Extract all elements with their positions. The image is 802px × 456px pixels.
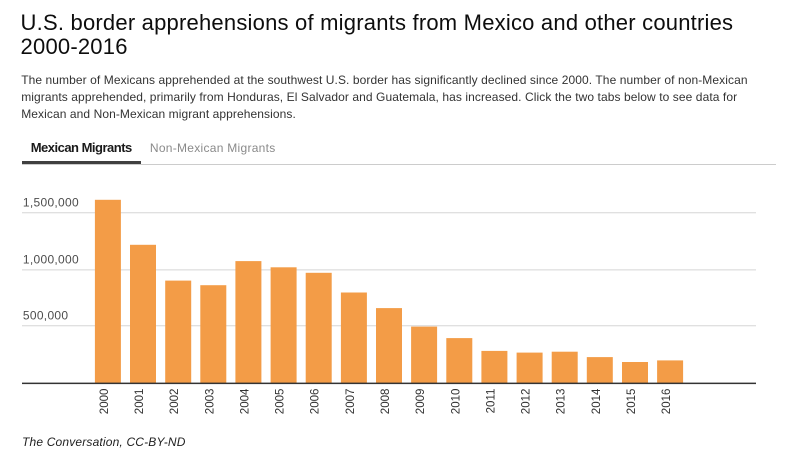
- svg-text:2008: 2008: [380, 389, 392, 415]
- svg-text:2016: 2016: [661, 389, 673, 415]
- svg-text:2002: 2002: [169, 389, 181, 415]
- svg-text:2014: 2014: [591, 388, 603, 414]
- svg-text:2005: 2005: [275, 389, 287, 415]
- svg-text:2012: 2012: [521, 389, 533, 415]
- svg-text:2001: 2001: [134, 389, 146, 415]
- svg-text:1,000,000: 1,000,000: [23, 253, 79, 267]
- svg-text:2011: 2011: [485, 389, 497, 414]
- svg-text:500,000: 500,000: [23, 309, 69, 323]
- svg-text:2007: 2007: [345, 389, 357, 415]
- svg-text:2006: 2006: [310, 389, 322, 415]
- svg-text:2000: 2000: [99, 389, 111, 415]
- svg-text:2015: 2015: [626, 389, 638, 415]
- svg-text:1,500,000: 1,500,000: [23, 195, 79, 209]
- svg-text:2004: 2004: [239, 388, 251, 414]
- svg-text:2003: 2003: [204, 389, 216, 415]
- svg-text:2013: 2013: [556, 389, 568, 415]
- svg-text:2010: 2010: [450, 389, 462, 415]
- svg-text:2009: 2009: [415, 389, 427, 415]
